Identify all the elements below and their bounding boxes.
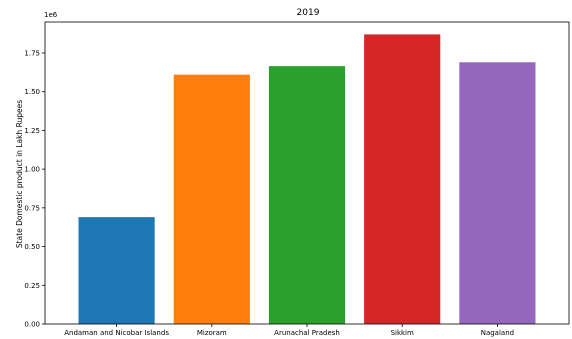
chart-title: 2019 bbox=[297, 8, 320, 18]
y-tick-label: 1.25 bbox=[24, 127, 40, 135]
bar-arunachal-pradesh bbox=[268, 66, 346, 324]
y-tick-label: 0.50 bbox=[24, 243, 40, 251]
bar-andaman-and-nicobar-islands bbox=[78, 217, 155, 324]
bar-mizoram bbox=[173, 74, 250, 324]
y-tick-label: 0.75 bbox=[24, 204, 40, 212]
x-tick-label: Andaman and Nicobar Islands bbox=[64, 329, 169, 337]
y-tick-label: 1.75 bbox=[24, 49, 40, 57]
plot-frame bbox=[44, 21, 570, 325]
bar-sikkim bbox=[364, 34, 441, 324]
bars-group bbox=[78, 34, 536, 325]
x-tick-label: Arunachal Pradesh bbox=[274, 329, 340, 337]
y-tick-label: 1.50 bbox=[24, 88, 40, 96]
y-tick-label: 0.00 bbox=[24, 321, 40, 329]
y-tick-label: 0.25 bbox=[24, 282, 40, 290]
y-axis-scale-note: 1e6 bbox=[44, 11, 58, 19]
y-axis-label: State Domestic product in Lakh Rupees bbox=[15, 100, 24, 248]
y-ticks-group: 0.00 0.25 0.50 0.75 1.00 1.25 1.50 1.75 bbox=[24, 49, 45, 329]
bar-nagaland bbox=[459, 62, 536, 325]
x-tick-label: Mizoram bbox=[197, 329, 227, 337]
x-tick-label: Sikkim bbox=[391, 329, 414, 337]
x-tick-label: Nagaland bbox=[481, 329, 514, 337]
x-ticks-group: Andaman and Nicobar Islands Mizoram Arunac… bbox=[64, 324, 514, 337]
y-tick-label: 1.00 bbox=[24, 166, 40, 174]
